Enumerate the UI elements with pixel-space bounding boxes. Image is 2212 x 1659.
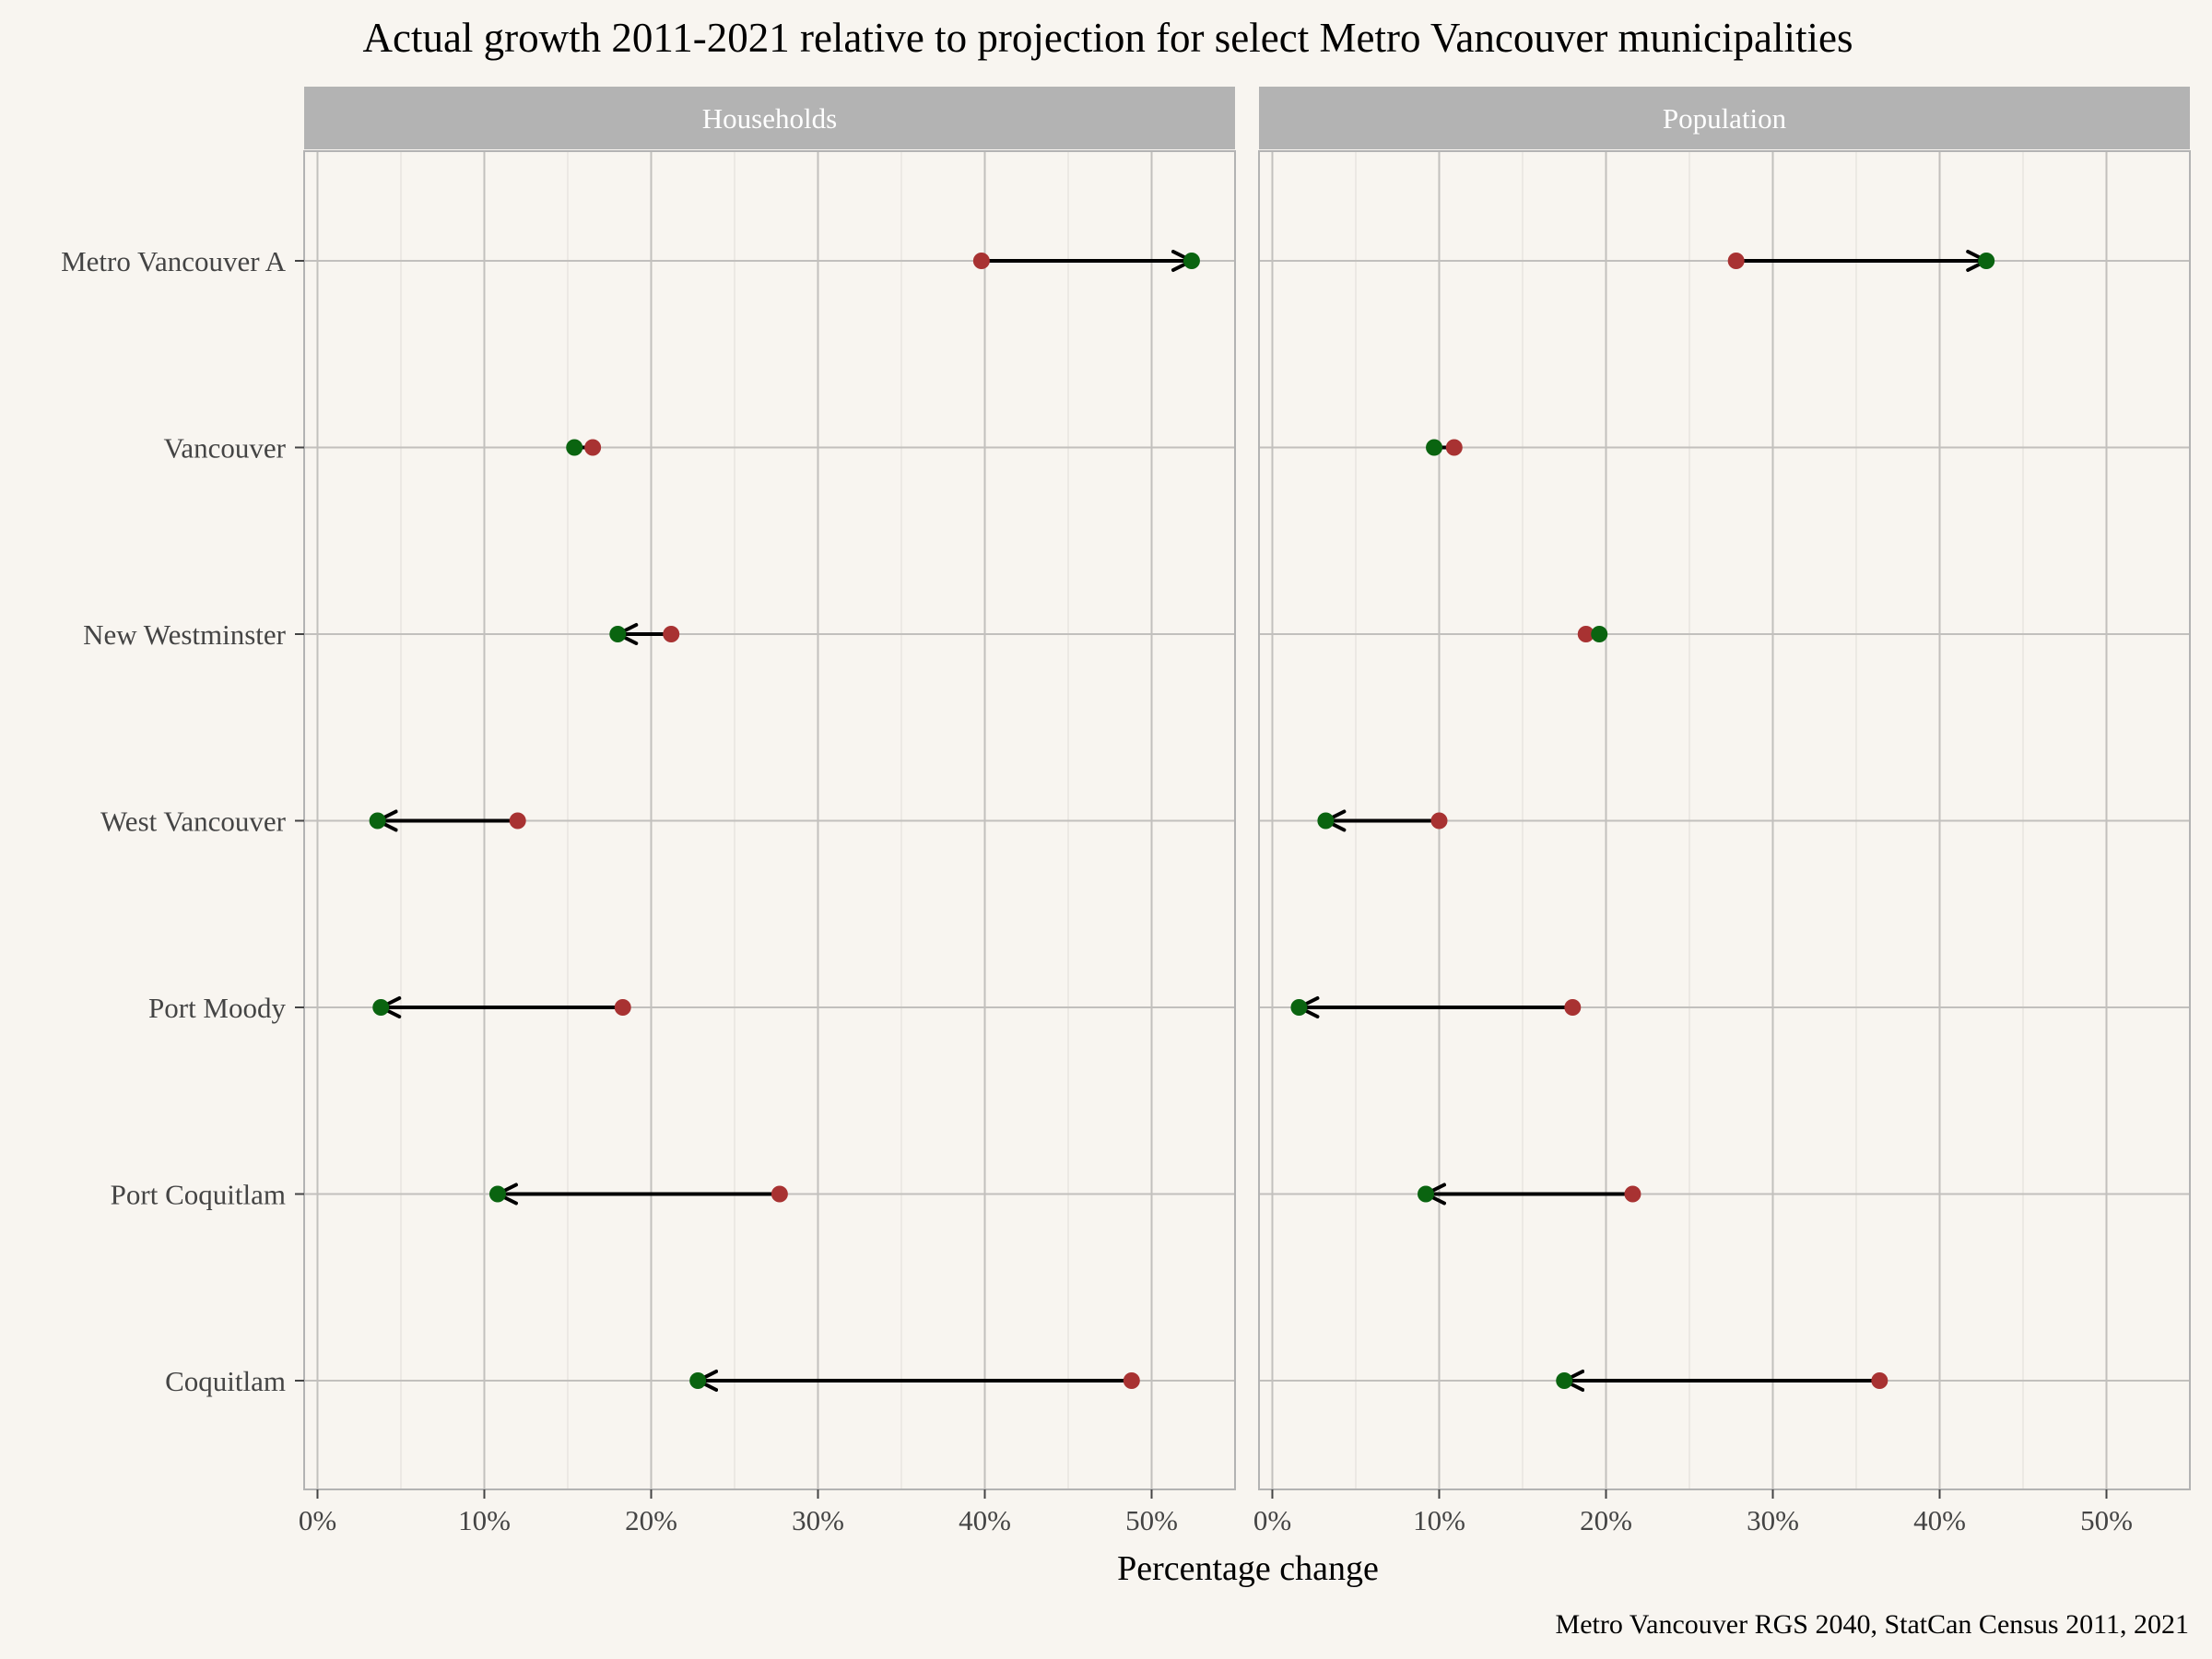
x-tick-label: 40% xyxy=(1913,1504,1966,1536)
projected-point xyxy=(1445,439,1463,456)
projected-point xyxy=(1430,812,1448,830)
category-label: New Westminster xyxy=(83,618,287,651)
panel-border xyxy=(1258,150,2191,1490)
projected-point xyxy=(1727,253,1745,269)
actual-point xyxy=(1978,253,1995,269)
projected-point xyxy=(1564,999,1582,1016)
x-tick-label: 0% xyxy=(299,1504,336,1536)
x-axis-title: Percentage change xyxy=(1117,1549,1379,1588)
actual-point xyxy=(1182,253,1200,269)
actual-point xyxy=(689,1372,707,1389)
category-label: Metro Vancouver A xyxy=(61,245,287,277)
actual-point xyxy=(372,999,390,1016)
projected-point xyxy=(614,999,631,1016)
actual-point xyxy=(369,812,386,830)
category-label: Coquitlam xyxy=(165,1365,286,1397)
projected-point xyxy=(771,1185,788,1203)
x-tick-label: 20% xyxy=(1580,1504,1632,1536)
projected-point xyxy=(1624,1185,1641,1203)
facet-strip xyxy=(304,87,1235,149)
projected-point xyxy=(1577,626,1594,642)
facet-strip-label: Population xyxy=(1663,102,1787,135)
category-label: Port Moody xyxy=(148,992,286,1024)
x-tick-label: 50% xyxy=(2080,1504,2133,1536)
category-label: West Vancouver xyxy=(100,806,287,838)
category-label: Port Coquitlam xyxy=(111,1179,286,1211)
x-tick-label: 30% xyxy=(1747,1504,1799,1536)
actual-point xyxy=(566,439,583,456)
x-tick-label: 10% xyxy=(458,1504,511,1536)
category-label: Vancouver xyxy=(163,432,286,465)
chart-caption: Metro Vancouver RGS 2040, StatCan Census… xyxy=(1556,1609,2189,1640)
actual-point xyxy=(488,1185,506,1203)
chart-title: Actual growth 2011-2021 relative to proj… xyxy=(362,15,1853,61)
facet-strip xyxy=(1259,87,2190,149)
x-tick-label: 50% xyxy=(1125,1504,1178,1536)
x-tick-label: 40% xyxy=(959,1504,1011,1536)
facet-panels: Households 0% 10% 20% 30% 40% 50% Metro Vancouv… xyxy=(61,87,2191,1536)
actual-point xyxy=(1418,1185,1435,1203)
actual-point xyxy=(1290,999,1308,1016)
actual-point xyxy=(1317,812,1335,830)
x-tick-label: 20% xyxy=(625,1504,677,1536)
projected-point xyxy=(972,253,990,269)
facet-households: Households 0% 10% 20% 30% 40% 50% Metro Vancouv… xyxy=(61,87,1236,1536)
x-tick-label: 30% xyxy=(792,1504,844,1536)
projected-point xyxy=(509,812,526,830)
actual-point xyxy=(609,626,627,642)
facet-strip-label: Households xyxy=(702,102,837,135)
projected-point xyxy=(663,626,680,642)
actual-point xyxy=(1426,439,1443,456)
x-tick-label: 0% xyxy=(1253,1504,1291,1536)
x-tick-label: 10% xyxy=(1413,1504,1465,1536)
projected-point xyxy=(1123,1372,1140,1389)
actual-point xyxy=(1591,626,1608,642)
facet-population: Population 0% 10% 20% 30% 40% 50% xyxy=(1253,87,2191,1536)
projected-point xyxy=(584,439,602,456)
actual-point xyxy=(1556,1372,1573,1389)
projected-point xyxy=(1871,1372,1888,1389)
